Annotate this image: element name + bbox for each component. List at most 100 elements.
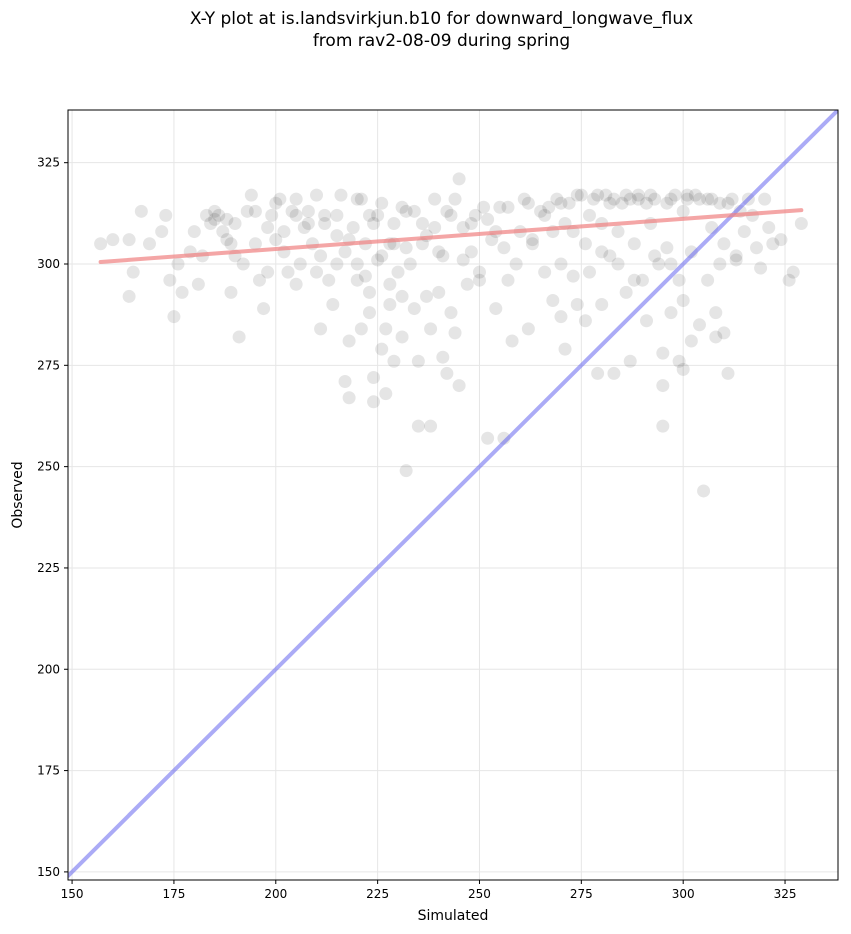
data-point [664,192,678,206]
data-point [729,249,743,263]
data-point [297,221,311,235]
data-point [395,200,409,214]
data-point [481,431,495,445]
data-point [379,387,393,401]
data-point [387,216,401,230]
data-point [399,241,413,255]
data-point [252,273,266,287]
data-point [257,302,271,316]
plot-frame [67,109,839,881]
data-point [721,366,735,380]
data-point [501,273,515,287]
data-point [407,204,421,218]
data-point [509,257,523,271]
data-point [411,419,425,433]
data-point [517,192,531,206]
data-point [248,237,262,251]
data-point [232,330,246,344]
data-point [505,334,519,348]
x-axis-ticks: 150 175 200 225 250 275 300 325 [61,880,797,901]
data-point [350,192,364,206]
data-point [362,208,376,222]
data-point [200,208,214,222]
grid [68,110,838,880]
data-point [713,196,727,210]
data-point [395,330,409,344]
data-point [672,273,686,287]
data-point [595,245,609,259]
data-point [367,370,381,384]
data-point [660,241,674,255]
data-point [782,273,796,287]
data-point [244,188,258,202]
data-point [106,233,120,247]
x-tick-label: 325 [774,887,797,901]
data-point [318,216,332,230]
data-point [672,354,686,368]
data-point [301,204,315,218]
x-tick-label: 275 [570,887,593,901]
data-point [432,245,446,259]
data-points [94,172,808,498]
data-point [122,233,136,247]
data-point [668,188,682,202]
x-tick-label: 300 [672,887,695,901]
data-point [354,322,368,336]
data-point [456,253,470,267]
data-point [464,216,478,230]
reference-lines [68,110,838,878]
data-point [607,192,621,206]
data-point [717,326,731,340]
data-point [338,375,352,389]
data-point [415,237,429,251]
data-point [501,200,515,214]
data-point [766,237,780,251]
data-point [497,241,511,255]
data-point [436,350,450,364]
data-point [591,188,605,202]
x-axis-label: Simulated [418,908,489,924]
data-point [358,269,372,283]
data-point [94,237,108,251]
data-point [729,253,743,267]
data-point [395,289,409,303]
data-point [248,204,262,218]
data-point [599,188,613,202]
data-point [122,289,136,303]
data-point [619,188,633,202]
data-point [383,277,397,291]
data-point [550,192,564,206]
data-point [440,204,454,218]
x-tick-label: 225 [366,887,389,901]
x-tick-label: 175 [162,887,185,901]
data-point [155,225,169,239]
y-axis-label: Observed [10,461,26,528]
data-point [656,419,670,433]
data-point [493,200,507,214]
data-point [607,366,621,380]
data-point [554,257,568,271]
data-point [167,310,181,324]
data-point [619,285,633,299]
data-point [754,261,768,275]
data-point [350,257,364,271]
data-point [558,342,572,356]
regression-line [98,208,804,264]
data-point [774,233,788,247]
data-point [611,225,625,239]
data-point [640,196,654,210]
data-point [444,208,458,222]
data-point [289,208,303,222]
data-point [595,298,609,312]
title-line-1: X-Y plot at is.landsvirkjun.b10 for down… [189,9,694,29]
y-tick-label: 250 [37,460,60,474]
data-point [635,273,649,287]
data-point [578,314,592,328]
data-point [415,216,429,230]
data-point [648,249,662,263]
data-point [216,225,230,239]
data-point [481,212,495,226]
data-point [762,221,776,235]
data-point [322,273,336,287]
data-point [428,192,442,206]
